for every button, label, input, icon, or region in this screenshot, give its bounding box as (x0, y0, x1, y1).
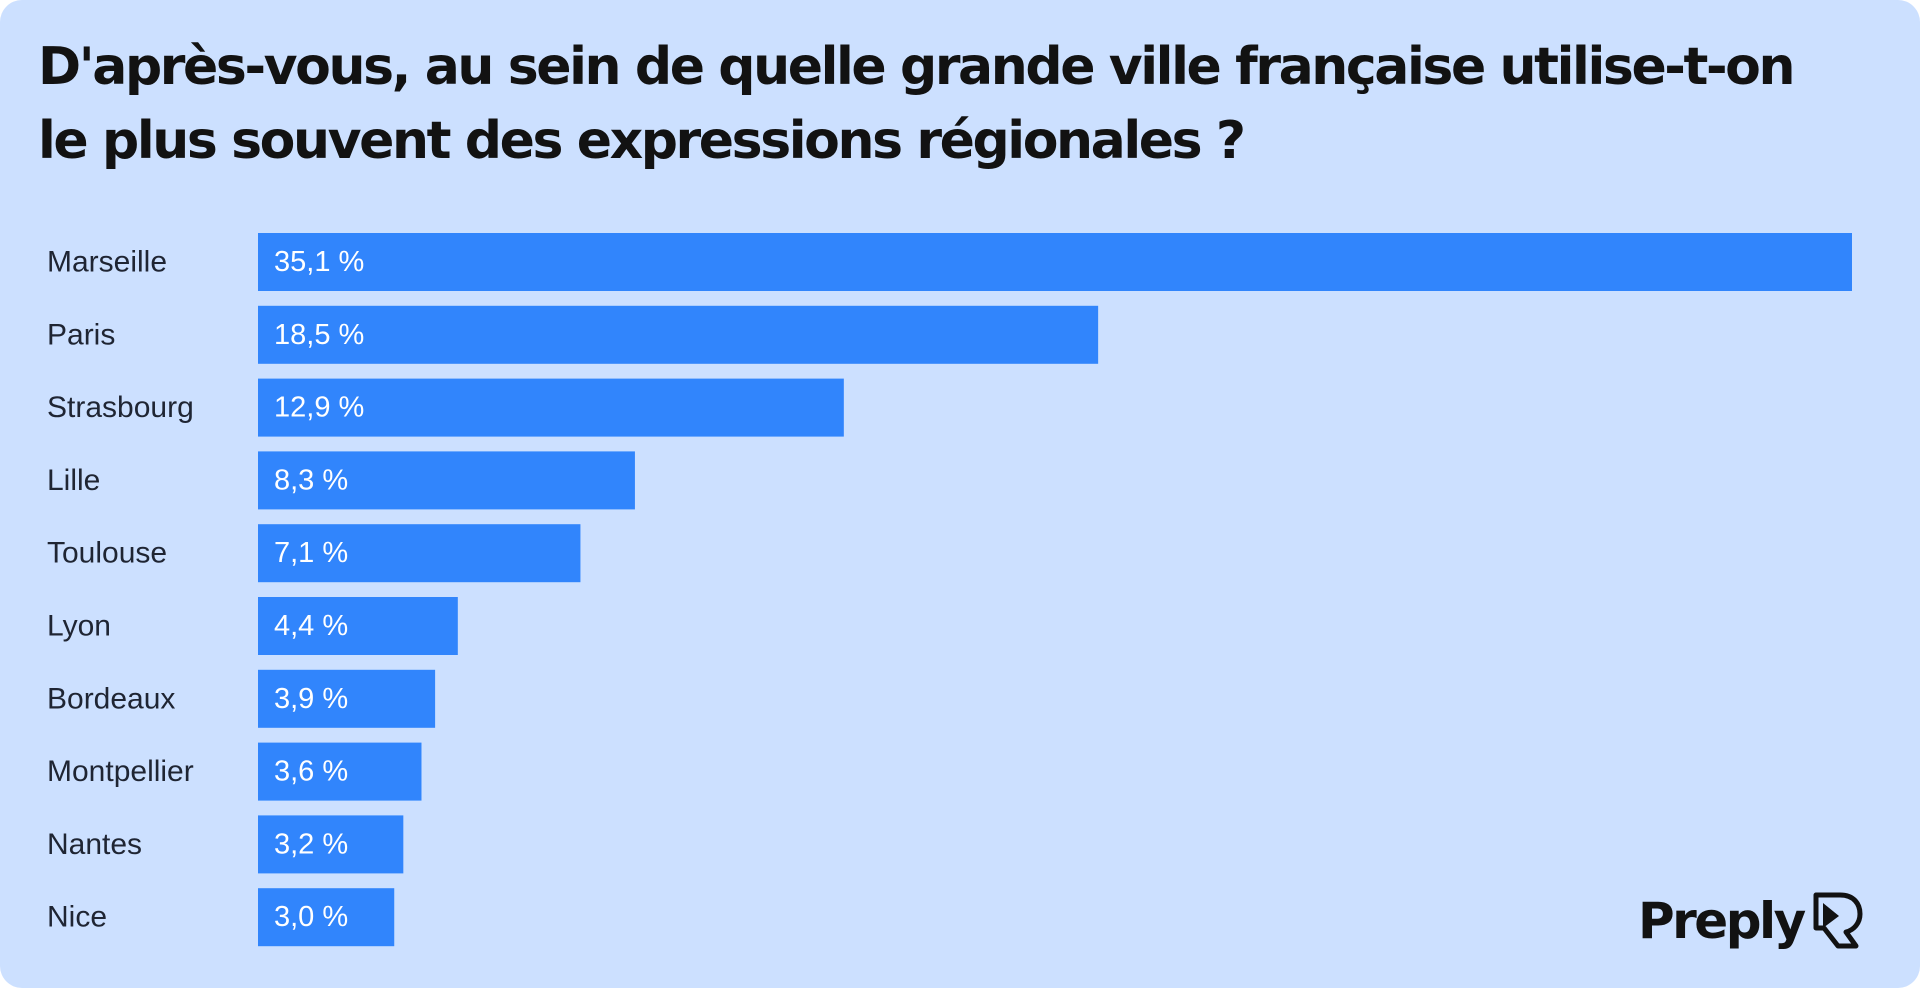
bar (258, 597, 458, 655)
bar-value-label: 18,5 % (274, 319, 364, 351)
brand-name: Preply (1638, 892, 1806, 950)
bar-value-label: 8,3 % (274, 464, 348, 496)
category-label: Lyon (47, 610, 111, 643)
category-label: Toulouse (47, 537, 167, 570)
category-label: Nantes (47, 828, 142, 861)
category-label: Lille (47, 464, 100, 497)
preply-logo: Preply (1638, 883, 1864, 959)
bar (258, 451, 635, 510)
bar-value-label: 3,6 % (274, 756, 348, 788)
bar (258, 524, 581, 583)
bar-value-label: 12,9 % (274, 392, 364, 424)
bar-value-label: 4,4 % (274, 610, 348, 642)
bar-value-label: 3,2 % (274, 828, 348, 860)
category-label: Bordeaux (47, 682, 175, 715)
bar-value-label: 3,0 % (274, 901, 348, 933)
bar (258, 669, 436, 728)
bar-value-label: 35,1 % (274, 246, 364, 278)
category-label: Marseille (47, 246, 167, 279)
bar (258, 378, 844, 437)
bar (258, 742, 422, 801)
chart-title: D'après-vous, au sein de quelle grande v… (38, 37, 1795, 171)
bar (258, 233, 1852, 291)
bar-value-label: 7,1 % (274, 537, 348, 569)
category-label: Montpellier (47, 755, 194, 788)
preply-mark-icon (1813, 892, 1863, 949)
bar (258, 815, 404, 874)
category-label: Strasbourg (47, 391, 194, 424)
bar (258, 305, 1099, 364)
category-label: Paris (47, 318, 115, 351)
category-label: Nice (47, 901, 107, 934)
bar-value-label: 3,9 % (274, 683, 348, 715)
bar (258, 888, 395, 947)
